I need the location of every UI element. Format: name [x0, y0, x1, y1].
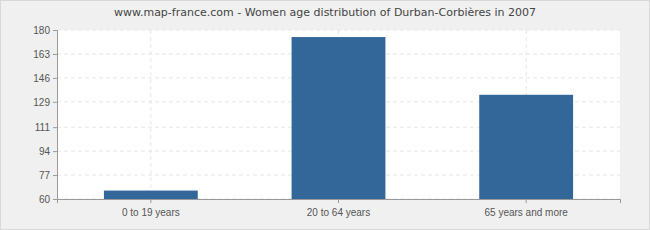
bars: [104, 37, 573, 199]
y-axis: 60 77 94 111 129 146 163 180: [33, 25, 57, 205]
tick-label: 111: [35, 122, 51, 133]
tick-label: 60: [39, 194, 51, 205]
title: www.map-france.com - Women age distribut…: [114, 6, 536, 19]
tick: 77: [39, 170, 57, 181]
axis-line: [58, 200, 621, 204]
bar: [104, 191, 198, 199]
tick-mark: [53, 78, 57, 79]
tick-mark: [53, 151, 57, 152]
tick-mark: [53, 102, 57, 103]
plot: 60 77 94 111 129 146 163 180 0 to 19 years 20 to …: [33, 25, 620, 218]
tick-mark: [526, 199, 527, 203]
tick: 65 years and more: [484, 199, 568, 218]
tick: 60: [39, 194, 57, 205]
tick: 94: [39, 146, 57, 157]
tick-label: 94: [39, 146, 51, 157]
tick-label: 0 to 19 years: [122, 207, 180, 218]
tick-label: 180: [33, 25, 50, 36]
tick: 180: [33, 25, 57, 36]
background: [1, 1, 650, 230]
bar: [292, 37, 386, 199]
tick-label: 129: [33, 97, 50, 108]
tick: 163: [33, 49, 57, 60]
tick: 129: [33, 97, 57, 108]
tick: 20 to 64 years: [307, 199, 370, 218]
tick-mark: [338, 199, 339, 203]
tick-mark: [53, 54, 57, 55]
tick-mark: [53, 175, 57, 176]
bar: [479, 95, 573, 199]
tick: 0 to 19 years: [122, 199, 180, 218]
tick-label: 163: [33, 49, 50, 60]
grid-x: [151, 30, 526, 199]
tick-mark: [53, 30, 57, 31]
grid: [57, 30, 620, 199]
tick-label: 20 to 64 years: [307, 207, 370, 218]
tick: 111: [35, 122, 57, 133]
plot-area: [57, 30, 620, 199]
tick-mark: [150, 199, 151, 203]
chart: www.map-france.com - Women age distribut…: [0, 0, 650, 230]
grid-line-x: [150, 30, 151, 199]
x-axis: 0 to 19 years 20 to 64 years 65 years and …: [58, 199, 621, 218]
tick-label: 65 years and more: [484, 207, 568, 218]
tick: 146: [33, 73, 57, 84]
tick-mark: [53, 199, 57, 200]
axis-line: [53, 31, 58, 200]
tick-label: 77: [39, 170, 51, 181]
tick-label: 146: [33, 73, 50, 84]
tick-mark: [53, 127, 57, 128]
